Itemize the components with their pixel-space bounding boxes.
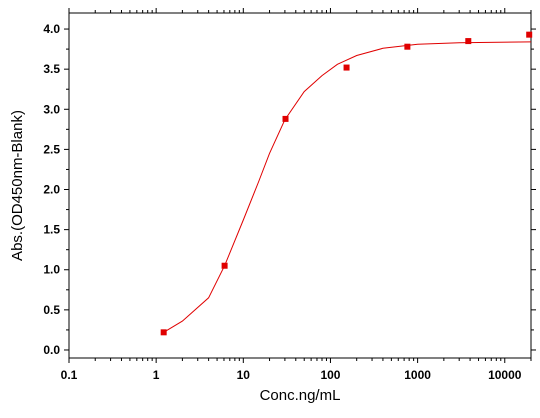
fit-curve [163,41,532,333]
data-markers [160,31,533,336]
x-axis-ticks: 0.1 1 10 100 1000 10000 [61,8,532,382]
data-point [526,31,533,38]
data-point [465,38,472,45]
y-tick-label: 2.5 [43,142,60,156]
data-point [404,43,411,50]
x-tick-label: 1 [153,368,160,382]
y-tick-label: 1.0 [43,263,60,277]
y-tick-label: 4.0 [43,22,60,36]
data-point [221,262,228,269]
y-tick-label: 0.5 [43,303,60,317]
x-tick-label: 1000 [404,368,431,382]
x-tick-label: 100 [320,368,340,382]
x-axis-title: Conc.ng/mL [260,387,341,404]
y-tick-label: 2.0 [43,183,60,197]
y-tick-label: 3.5 [43,62,60,76]
data-point [343,64,350,71]
x-tick-label: 10 [237,368,251,382]
y-tick-label: 1.5 [43,223,60,237]
data-point [282,115,289,122]
data-point [160,329,167,336]
x-tick-label: 10000 [488,368,522,382]
y-axis-title: Abs.(OD450nm-Blank) [9,110,26,261]
plot-area [69,13,531,358]
y-axis-ticks: 0.0 0.5 1.0 1.5 2.0 2.5 3.0 3.5 4.0 [43,22,536,357]
y-tick-label: 0.0 [43,343,60,357]
y-tick-label: 3.0 [43,102,60,116]
x-tick-label: 0.1 [61,368,78,382]
